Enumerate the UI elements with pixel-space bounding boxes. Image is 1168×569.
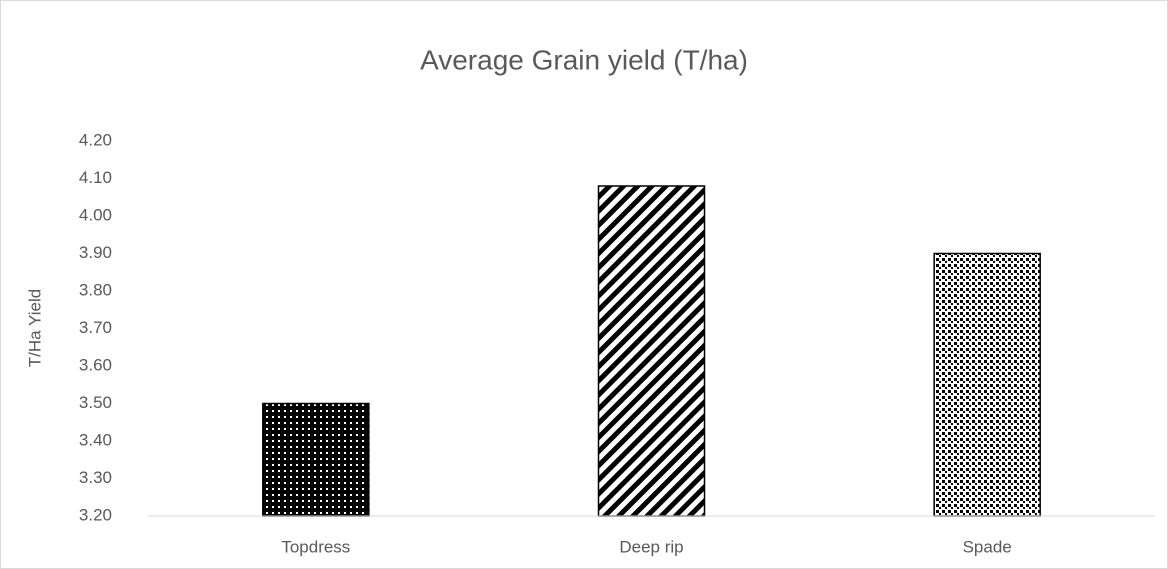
- y-tick-label: 3.80: [79, 280, 112, 299]
- y-tick-label: 4.00: [79, 205, 112, 224]
- y-tick-label: 3.70: [79, 318, 112, 337]
- y-tick-label: 4.10: [79, 168, 112, 187]
- y-tick-label: 3.60: [79, 355, 112, 374]
- y-tick-label: 3.50: [79, 393, 112, 412]
- x-tick-label: Deep rip: [619, 537, 683, 556]
- bar: [933, 252, 1041, 517]
- bar: [262, 402, 370, 517]
- bar: [597, 185, 706, 517]
- y-axis-label: T/Ha Yield: [25, 289, 44, 367]
- y-tick-label: 4.20: [79, 130, 112, 149]
- y-tick-label: 3.90: [79, 243, 112, 262]
- y-tick-label: 3.40: [79, 430, 112, 449]
- y-tick-label: 3.20: [79, 505, 112, 524]
- x-tick-label: Spade: [963, 537, 1012, 556]
- y-tick-label: 3.30: [79, 468, 112, 487]
- x-tick-label: Topdress: [281, 537, 350, 556]
- chart-title: Average Grain yield (T/ha): [420, 44, 748, 75]
